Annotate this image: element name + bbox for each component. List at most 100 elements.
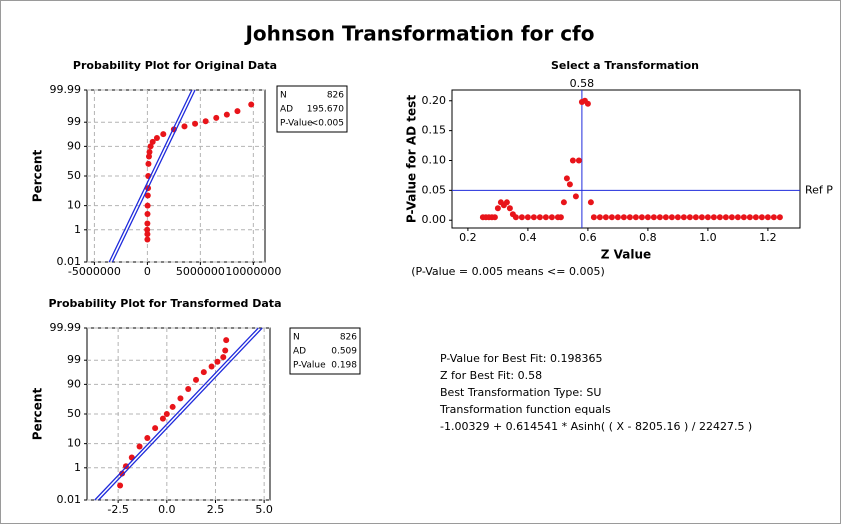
data-point: [710, 214, 717, 221]
data-point: [122, 463, 129, 470]
data-point: [776, 214, 783, 221]
stats-value: 0.198: [331, 361, 357, 371]
y-axis-label: Percent: [31, 388, 45, 441]
stats-value: 195.670: [307, 105, 344, 115]
x-tick-label: 10000000: [225, 265, 281, 278]
data-point: [177, 395, 184, 402]
x-tick-label: 0.6: [579, 231, 597, 244]
data-point: [223, 337, 230, 344]
data-point: [518, 214, 525, 221]
data-point: [560, 199, 567, 206]
data-point: [770, 214, 777, 221]
data-point: [145, 153, 152, 160]
data-point: [716, 214, 723, 221]
data-point: [220, 354, 227, 361]
data-point: [163, 411, 170, 417]
data-point: [512, 214, 519, 221]
stats-box: [289, 327, 361, 375]
data-point: [153, 134, 160, 141]
stats-value: 826: [327, 91, 344, 101]
data-point: [746, 214, 753, 221]
x-axis-label: Z Value: [601, 248, 651, 262]
y-tick-label: 1: [74, 461, 81, 474]
data-point: [587, 199, 594, 206]
data-point: [192, 120, 199, 127]
data-point: [632, 214, 639, 221]
data-point: [506, 205, 513, 212]
data-point: [223, 111, 230, 118]
data-point: [644, 214, 651, 221]
data-point: [590, 214, 597, 221]
stats-label: P-Value: [293, 361, 326, 371]
y-tick-label: 0.01: [57, 493, 82, 506]
note: (P-Value = 0.005 means <= 0.005): [411, 265, 605, 278]
fit-line: [94, 327, 259, 501]
stats-label: N: [280, 91, 287, 101]
data-point: [144, 236, 151, 243]
data-point: [144, 192, 151, 199]
chart-title: Probability Plot for Transformed Data: [48, 297, 281, 310]
y-tick-label: 0.05: [422, 183, 447, 196]
data-point: [596, 214, 603, 221]
x-tick-label: 1.0: [699, 231, 717, 244]
y-tick-label: 1: [74, 223, 81, 236]
chart-title: Select a Transformation: [551, 59, 699, 72]
chart-title: Probability Plot for Original Data: [73, 59, 277, 72]
data-point: [563, 175, 570, 182]
data-point: [160, 131, 167, 138]
data-point: [145, 160, 152, 167]
data-point: [524, 214, 531, 221]
y-tick-label: 0.01: [57, 255, 82, 268]
data-point: [674, 214, 681, 221]
data-point: [656, 214, 663, 221]
y-tick-label: 50: [67, 407, 81, 420]
data-point: [566, 181, 573, 188]
data-point: [584, 100, 591, 107]
y-tick-label: 99.99: [50, 83, 82, 96]
data-point: [147, 143, 154, 150]
data-point: [503, 199, 510, 206]
data-point: [722, 214, 729, 221]
summary-line: Transformation function equals: [439, 403, 611, 416]
y-tick-label: 99: [67, 115, 81, 128]
fit-line: [98, 327, 263, 501]
stats-label: AD: [293, 347, 306, 357]
x-tick-label: -5000000: [68, 265, 121, 278]
x-tick-label: 0.2: [459, 231, 477, 244]
stats-value: <0.005: [311, 119, 344, 129]
data-point: [202, 118, 209, 125]
data-point: [638, 214, 645, 221]
data-point: [146, 149, 153, 156]
data-point: [614, 214, 621, 221]
reference-label: 0.58: [570, 77, 595, 90]
data-point: [698, 214, 705, 221]
y-tick-label: 99.99: [50, 321, 82, 334]
y-axis-label: P-Value for AD test: [405, 95, 419, 223]
page-title: Johnson Transformation for cfo: [243, 22, 594, 46]
y-tick-label: 10: [67, 199, 81, 212]
data-point: [557, 214, 564, 221]
y-tick-label: 0.10: [422, 153, 447, 166]
data-point: [491, 214, 498, 221]
summary-line: Z for Best Fit: 0.58: [440, 369, 542, 382]
data-point: [213, 114, 220, 121]
data-point: [668, 214, 675, 221]
summary-line: P-Value for Best Fit: 0.198365: [440, 352, 602, 365]
x-tick-label: 0.0: [158, 503, 176, 516]
data-point: [575, 157, 582, 164]
data-point: [149, 138, 156, 145]
y-tick-label: 50: [67, 169, 81, 182]
data-point: [159, 415, 166, 422]
data-point: [650, 214, 657, 221]
data-point: [662, 214, 669, 221]
data-point: [144, 434, 151, 441]
data-point: [117, 482, 124, 489]
stats-value: 0.509: [331, 347, 357, 357]
data-point: [728, 214, 735, 221]
data-point: [214, 358, 221, 365]
data-point: [740, 214, 747, 221]
data-point: [152, 425, 159, 432]
data-point: [144, 211, 151, 218]
x-tick-label: 5.0: [255, 503, 273, 516]
